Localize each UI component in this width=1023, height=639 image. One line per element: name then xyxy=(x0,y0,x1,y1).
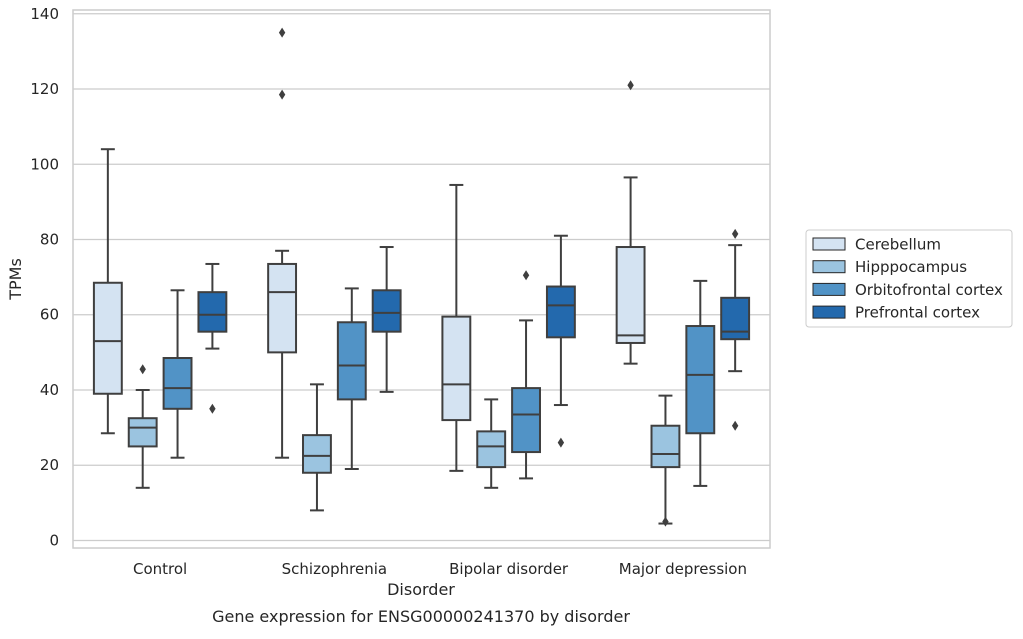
outlier-point xyxy=(557,437,565,448)
box-body xyxy=(267,262,298,354)
legend-swatch xyxy=(812,305,846,319)
legend-swatch xyxy=(812,237,846,251)
outlier-point xyxy=(731,420,739,431)
y-tick-label: 0 xyxy=(49,531,59,549)
box-2-2 xyxy=(302,383,332,512)
x-axis-label: Disorder xyxy=(387,580,455,599)
box-3-2 xyxy=(476,398,507,489)
outlier-point xyxy=(522,270,530,281)
outlier-point xyxy=(139,364,146,375)
outlier-point xyxy=(278,89,286,100)
outlier-point xyxy=(278,27,286,38)
y-tick-label: 60 xyxy=(40,306,59,324)
y-axis-label: TPMs xyxy=(6,258,25,301)
box-4-1 xyxy=(615,80,646,365)
box-3-1 xyxy=(441,183,472,472)
box-4-2 xyxy=(650,394,681,527)
box-body xyxy=(511,387,541,454)
box-body xyxy=(650,424,681,469)
outlier-point xyxy=(731,228,739,239)
x-tick-label: Control xyxy=(133,560,187,578)
legend: Cerebellum Hipppocampus Orbitofrontal cort… xyxy=(805,229,1013,328)
y-tick-label: 120 xyxy=(30,80,59,98)
box-body xyxy=(441,315,472,422)
box-1-4 xyxy=(197,262,228,414)
tick-labels: 0 20 40 60 80 100 120 140 Control Schizophrenia Bi… xyxy=(30,5,747,578)
legend-label: Orbitofrontal cortex xyxy=(855,281,1003,299)
box-3-3 xyxy=(511,270,541,480)
box-body xyxy=(127,417,158,448)
box-1-3 xyxy=(162,289,193,459)
legend-label: Prefrontal cortex xyxy=(855,304,980,322)
box-body xyxy=(685,325,716,435)
box-2-4 xyxy=(371,246,402,393)
outlier-point xyxy=(662,516,669,527)
legend-frame xyxy=(805,229,1013,328)
box-body xyxy=(545,285,576,339)
box-4-3 xyxy=(685,279,716,487)
box-body xyxy=(302,434,332,474)
box-body xyxy=(371,289,402,333)
boxes-layer xyxy=(92,27,751,527)
box-1-1 xyxy=(92,148,123,435)
box-body xyxy=(197,291,228,333)
plot-frame xyxy=(72,9,771,549)
legend-label: Hipppocampus xyxy=(855,258,967,276)
outlier-point xyxy=(209,403,216,414)
box-body xyxy=(615,246,646,344)
outlier-point xyxy=(627,80,634,91)
box-body xyxy=(720,296,751,341)
x-tick-label: Bipolar disorder xyxy=(449,560,569,578)
box-body xyxy=(336,321,367,401)
chart-caption: Gene expression for ENSG00000241370 by d… xyxy=(212,607,630,626)
y-tick-label: 80 xyxy=(40,230,59,248)
legend-swatch xyxy=(812,260,846,274)
x-tick-label: Major depression xyxy=(619,560,747,578)
legend-label: Cerebellum xyxy=(855,236,941,254)
box-body xyxy=(476,430,507,469)
y-tick-label: 140 xyxy=(30,5,59,23)
box-body xyxy=(92,281,123,395)
box-3-4 xyxy=(545,234,576,448)
box-2-1 xyxy=(267,27,298,459)
box-body xyxy=(162,357,193,410)
legend-swatch xyxy=(812,282,846,296)
box-2-3 xyxy=(336,287,367,470)
y-tick-label: 100 xyxy=(30,155,59,173)
box-1-2 xyxy=(127,364,158,489)
y-tick-label: 20 xyxy=(40,456,59,474)
y-tick-label: 40 xyxy=(40,381,59,399)
x-tick-label: Schizophrenia xyxy=(282,560,387,578)
box-4-4 xyxy=(720,228,751,431)
